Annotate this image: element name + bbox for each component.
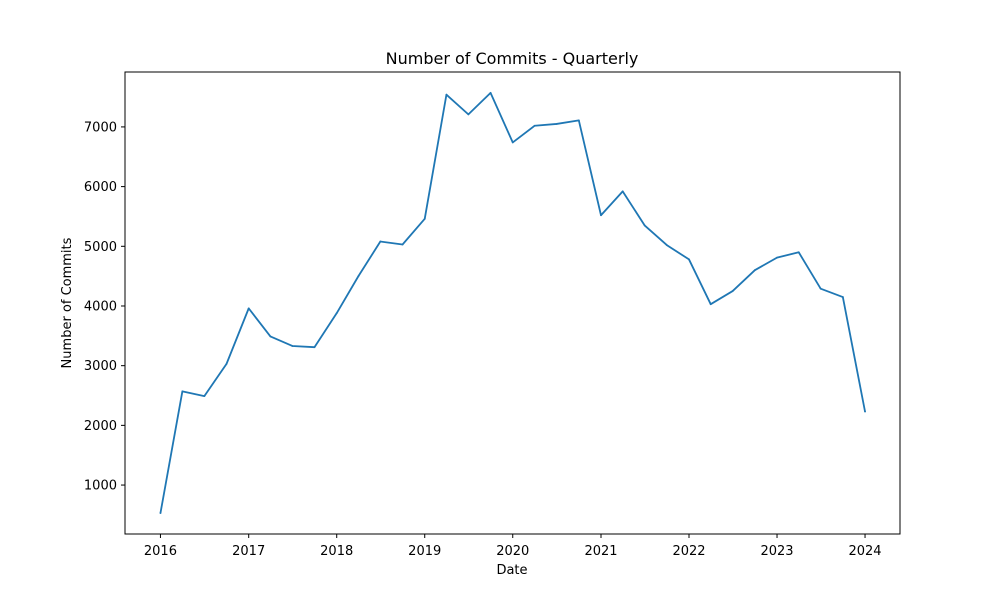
data-point [533, 124, 536, 127]
data-points [159, 91, 866, 515]
data-point [600, 214, 602, 217]
data-point [643, 224, 646, 227]
y-tick-label: 2000 [84, 419, 117, 434]
x-tick-label: 2021 [584, 544, 617, 559]
data-point [665, 244, 668, 247]
data-point [621, 190, 624, 193]
y-axis-ticks: 1000 2000 3000 4000 5000 6000 7000 [84, 120, 125, 494]
data-point [731, 290, 734, 292]
data-point [776, 256, 778, 259]
data-point [797, 251, 800, 254]
x-tick-label: 2020 [496, 544, 529, 559]
data-point [511, 141, 514, 144]
x-tick-label: 2016 [144, 544, 177, 559]
data-point [203, 395, 206, 398]
data-point [247, 307, 250, 310]
data-point [555, 123, 558, 125]
x-tick-label: 2019 [408, 544, 441, 559]
chart-title: Number of Commits - Quarterly [386, 49, 639, 68]
data-point [357, 275, 360, 278]
data-point [489, 91, 492, 94]
data-point [181, 390, 184, 393]
data-point [379, 240, 382, 243]
data-point [688, 258, 690, 261]
y-tick-label: 6000 [84, 180, 117, 195]
data-point [159, 512, 162, 515]
x-tick-label: 2023 [760, 544, 793, 559]
data-point [269, 335, 272, 338]
data-point [819, 287, 822, 290]
x-tick-label: 2024 [848, 544, 881, 559]
data-point [467, 113, 470, 116]
data-point [445, 93, 448, 96]
data-point [313, 346, 316, 349]
data-point [709, 303, 712, 306]
y-tick-label: 4000 [84, 299, 117, 314]
plot-area-frame [124, 71, 901, 535]
data-point [423, 217, 426, 220]
data-point [864, 410, 866, 413]
y-tick-label: 7000 [84, 120, 117, 135]
y-tick-label: 1000 [84, 479, 117, 494]
data-point [291, 345, 294, 347]
y-tick-label: 5000 [84, 240, 117, 255]
x-tick-label: 2017 [232, 544, 265, 559]
data-point [335, 312, 338, 315]
data-point [841, 296, 844, 298]
data-point [225, 362, 228, 365]
x-axis-ticks: 2016 2017 2018 2019 2020 2021 2022 2023 2024 [144, 534, 882, 559]
y-tick-label: 3000 [84, 359, 117, 374]
x-tick-label: 2018 [320, 544, 353, 559]
data-point [753, 269, 756, 272]
x-tick-label: 2022 [672, 544, 705, 559]
x-axis-label: Date [496, 563, 527, 578]
y-axis-label: Number of Commits [60, 237, 75, 368]
data-point [577, 119, 580, 122]
data-point [401, 243, 404, 246]
